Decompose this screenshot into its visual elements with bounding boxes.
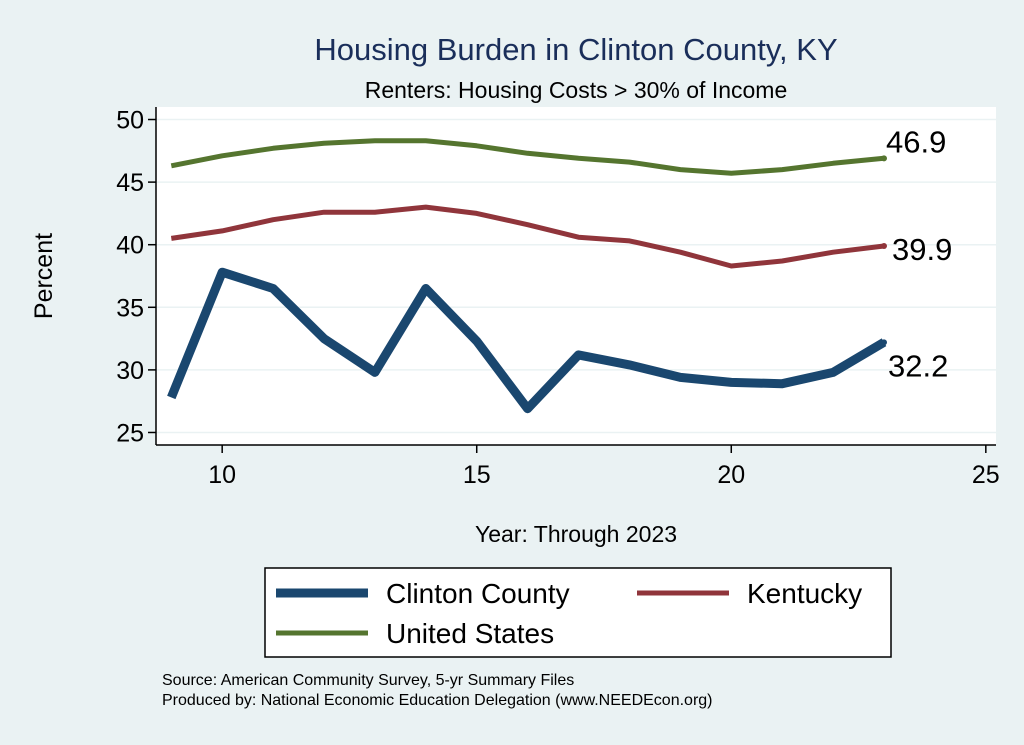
series-lines xyxy=(167,138,887,414)
end-label-clinton-county: 32.2 xyxy=(888,348,948,383)
x-tick-label: 25 xyxy=(972,461,1000,489)
legend-box xyxy=(264,567,892,658)
produced-by-note: Produced by: National Economic Education… xyxy=(162,692,713,709)
end-marker-kentucky xyxy=(881,242,887,249)
axes: 25 30 35 40 45 50 10 15 20 25 xyxy=(116,107,1000,489)
y-tick-label: 35 xyxy=(116,294,144,322)
y-tick-label: 30 xyxy=(116,357,144,385)
y-axis-label: Percent xyxy=(30,233,58,319)
y-tick-label: 40 xyxy=(116,232,144,260)
legend: Clinton County Kentucky United States xyxy=(264,567,892,658)
x-tick-label: 20 xyxy=(717,461,745,489)
chart-subtitle: Renters: Housing Costs > 30% of Income xyxy=(365,77,788,103)
end-label-kentucky: 39.9 xyxy=(892,232,952,267)
y-tick-label: 25 xyxy=(116,419,144,447)
x-tick-label: 15 xyxy=(463,461,491,489)
end-labels: 46.9 39.9 32.2 xyxy=(886,124,952,383)
end-label-united-states: 46.9 xyxy=(886,124,946,159)
series-line-kentucky xyxy=(170,204,885,269)
end-marker-clinton-county xyxy=(881,339,887,346)
x-axis-label: Year: Through 2023 xyxy=(475,521,677,547)
series-line-united-states xyxy=(170,138,885,176)
series-line-clinton-county xyxy=(167,267,887,414)
y-tick-label: 45 xyxy=(116,169,144,197)
chart-title: Housing Burden in Clinton County, KY xyxy=(314,32,837,67)
end-marker-united-states xyxy=(881,155,887,162)
legend-label-clinton-county: Clinton County xyxy=(386,578,570,609)
legend-label-united-states: United States xyxy=(386,618,554,649)
source-note: Source: American Community Survey, 5-yr … xyxy=(162,672,575,689)
legend-label-kentucky: Kentucky xyxy=(747,578,862,609)
x-tick-label: 10 xyxy=(208,461,236,489)
y-tick-label: 50 xyxy=(116,107,144,135)
